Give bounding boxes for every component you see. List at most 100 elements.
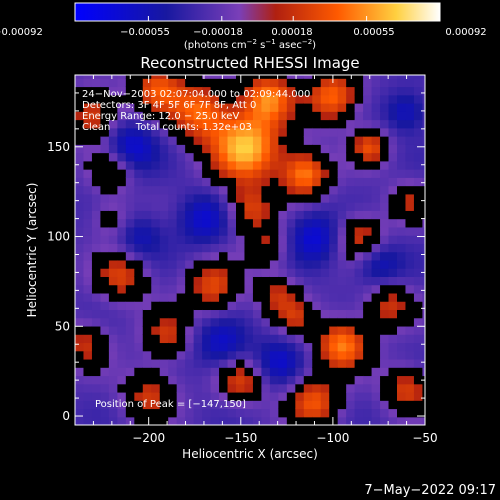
heatmap-cell bbox=[405, 111, 415, 121]
heatmap-cell bbox=[278, 292, 288, 302]
heatmap-cell bbox=[219, 375, 229, 385]
heatmap-cell bbox=[252, 325, 263, 335]
heatmap-cell bbox=[142, 416, 152, 425]
heatmap-cell bbox=[83, 218, 93, 228]
heatmap-cell bbox=[117, 202, 127, 211]
heatmap-cell bbox=[261, 334, 271, 344]
heatmap-cell bbox=[405, 103, 415, 112]
heatmap-cell bbox=[83, 144, 93, 154]
heatmap-cell bbox=[388, 259, 398, 269]
heatmap-cell bbox=[83, 103, 93, 112]
heatmap-cell bbox=[151, 309, 161, 319]
heatmap-cell bbox=[337, 86, 347, 96]
heatmap-cell bbox=[134, 193, 144, 203]
heatmap-cell bbox=[252, 259, 263, 269]
heatmap-cell bbox=[320, 218, 330, 228]
heatmap-cell bbox=[100, 358, 110, 368]
heatmap-cell bbox=[286, 111, 296, 121]
heatmap-cell bbox=[227, 94, 237, 104]
heatmap-cell bbox=[151, 226, 161, 236]
heatmap-cell bbox=[117, 144, 127, 154]
heatmap-cell bbox=[413, 292, 424, 302]
heatmap-cell bbox=[405, 367, 415, 377]
heatmap-cell bbox=[134, 309, 144, 319]
heatmap-cell bbox=[142, 160, 152, 170]
heatmap-cell bbox=[380, 177, 390, 187]
heatmap-cell bbox=[371, 284, 381, 294]
heatmap-cell bbox=[354, 375, 364, 385]
heatmap-cell bbox=[236, 218, 246, 228]
colorbar-unit: (photons cm−2 s−1 asec−2) bbox=[184, 38, 316, 51]
heatmap-cell bbox=[405, 185, 415, 195]
heatmap-cell bbox=[397, 202, 407, 211]
heatmap-cell bbox=[91, 334, 102, 344]
heatmap-cell bbox=[168, 383, 178, 393]
heatmap-cell bbox=[227, 193, 237, 203]
heatmap-cell bbox=[252, 251, 263, 261]
heatmap-cell bbox=[312, 276, 322, 286]
heatmap-cell bbox=[295, 103, 305, 112]
heatmap-cell bbox=[329, 202, 339, 211]
heatmap-cell bbox=[100, 408, 110, 418]
heatmap-cell bbox=[117, 136, 127, 145]
heatmap-cell bbox=[380, 185, 390, 195]
heatmap-cell bbox=[117, 169, 127, 178]
heatmap-cell bbox=[75, 408, 85, 418]
heatmap-cell bbox=[100, 94, 110, 104]
heatmap-cell bbox=[125, 317, 135, 327]
heatmap-cell bbox=[117, 400, 127, 410]
heatmap-cell bbox=[413, 416, 424, 425]
heatmap-cell bbox=[159, 309, 169, 319]
heatmap-cell bbox=[354, 416, 364, 425]
heatmap-cell bbox=[142, 210, 152, 220]
heatmap-cell bbox=[278, 301, 288, 311]
heatmap-cell bbox=[202, 301, 212, 311]
heatmap-cell bbox=[227, 202, 237, 211]
heatmap-cell bbox=[117, 358, 127, 368]
heatmap-cell bbox=[91, 226, 102, 236]
heatmap-cell bbox=[269, 276, 279, 286]
heatmap-cell bbox=[397, 284, 407, 294]
heatmap-cell bbox=[303, 408, 313, 418]
heatmap-cell bbox=[100, 226, 110, 236]
heatmap-cell bbox=[303, 119, 313, 129]
heatmap-cell bbox=[108, 325, 118, 335]
heatmap-cell bbox=[312, 350, 322, 360]
heatmap-cell bbox=[422, 78, 425, 88]
heatmap-cell bbox=[422, 259, 425, 269]
heatmap-cell bbox=[388, 251, 398, 261]
heatmap-cell bbox=[303, 152, 313, 162]
annotation-counts: Clean Total counts: 1.32e+03 bbox=[82, 122, 252, 133]
heatmap-cell bbox=[210, 94, 220, 104]
heatmap-cell bbox=[100, 202, 110, 211]
heatmap-cell bbox=[142, 136, 152, 145]
heatmap-cell bbox=[227, 284, 237, 294]
heatmap-cell bbox=[312, 383, 322, 393]
heatmap-cell bbox=[252, 400, 263, 410]
heatmap-cell bbox=[397, 325, 407, 335]
heatmap-cell bbox=[142, 202, 152, 211]
heatmap-cell bbox=[278, 243, 288, 253]
heatmap-cell bbox=[210, 342, 220, 352]
heatmap-cell bbox=[354, 152, 364, 162]
heatmap-cell bbox=[329, 334, 339, 344]
heatmap-cell bbox=[363, 251, 373, 261]
heatmap-cell bbox=[117, 276, 127, 286]
heatmap-cell bbox=[210, 235, 220, 244]
heatmap-cell bbox=[219, 193, 229, 203]
heatmap-cell bbox=[329, 136, 339, 145]
heatmap-cell bbox=[236, 276, 246, 286]
heatmap-cell bbox=[346, 325, 356, 335]
heatmap-cell bbox=[202, 383, 212, 393]
heatmap-cell bbox=[151, 119, 161, 129]
heatmap-cell bbox=[261, 75, 271, 79]
heatmap-cell bbox=[117, 193, 127, 203]
heatmap-cell bbox=[269, 259, 279, 269]
heatmap-cell bbox=[380, 342, 390, 352]
heatmap-cell bbox=[278, 350, 288, 360]
heatmap-cell bbox=[142, 276, 152, 286]
heatmap-cell bbox=[346, 111, 356, 121]
heatmap-cell bbox=[303, 169, 313, 178]
heatmap-cell bbox=[371, 391, 381, 401]
heatmap-cell bbox=[159, 317, 169, 327]
